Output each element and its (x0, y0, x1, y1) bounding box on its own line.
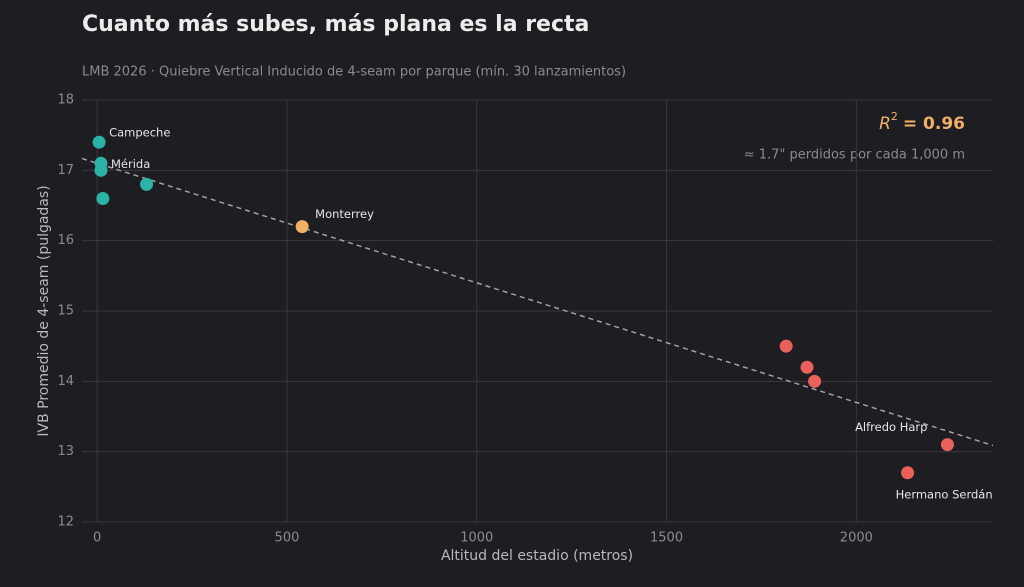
r2-exponent: 2 (891, 110, 898, 123)
y-tick-label: 13 (57, 444, 74, 459)
data-point (808, 374, 822, 388)
data-point (940, 438, 954, 452)
chart-title: Cuanto más subes, más plana es la recta (82, 12, 589, 37)
data-point (140, 177, 154, 191)
y-tick-label: 12 (57, 515, 74, 530)
point-label: Alfredo Harp (855, 420, 927, 434)
data-point (779, 339, 793, 353)
x-tick-label: 0 (93, 531, 101, 546)
y-axis-label: IVB Promedio de 4-seam (pulgadas) (36, 185, 52, 436)
data-point (295, 220, 309, 234)
x-axis-label: Altitud del estadio (metros) (441, 548, 633, 564)
data-point (96, 191, 110, 205)
data-point (800, 360, 814, 374)
point-label: Hermano Serdán (896, 487, 993, 501)
point-label: Monterrey (315, 207, 374, 221)
r2-symbol: R (879, 114, 891, 134)
y-tick-label: 18 (57, 93, 74, 108)
y-tick-label: 16 (57, 233, 74, 248)
x-tick-label: 1000 (460, 531, 493, 546)
trend-line (81, 157, 994, 447)
trend-note: ≈ 1.7" perdidos por cada 1,000 m (744, 148, 965, 163)
r2-value: = 0.96 (903, 114, 965, 134)
x-tick-label: 2000 (840, 531, 873, 546)
data-point (94, 163, 108, 177)
r2-annotation: R2 = 0.96 (879, 110, 965, 134)
data-point (901, 466, 915, 480)
point-label: Mérida (111, 157, 150, 171)
point-label: Campeche (109, 126, 170, 140)
data-point (92, 135, 106, 149)
x-tick-label: 500 (275, 531, 300, 546)
chart-subtitle: LMB 2026 · Quiebre Vertical Inducido de … (82, 65, 626, 80)
y-tick-label: 17 (57, 163, 74, 178)
x-tick-label: 1500 (650, 531, 683, 546)
y-tick-label: 14 (57, 374, 74, 389)
y-tick-label: 15 (57, 304, 74, 319)
